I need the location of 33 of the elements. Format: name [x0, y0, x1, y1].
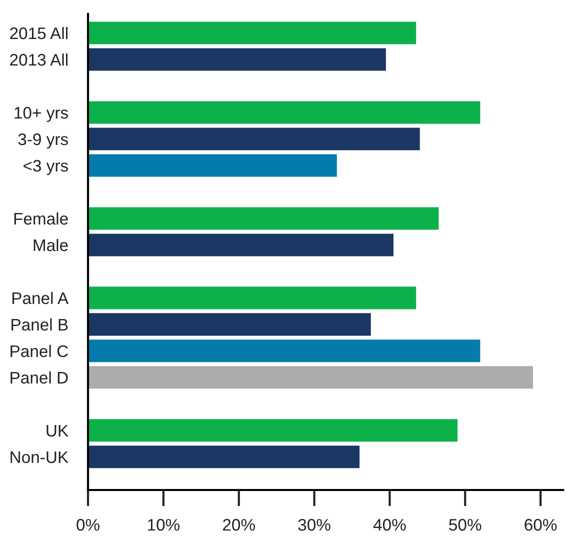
bar — [88, 128, 420, 150]
y-tick-label: 2015 All — [10, 26, 68, 40]
y-tick-label: Panel C — [10, 344, 68, 358]
bar — [88, 22, 416, 44]
y-tick-label: Non-UK — [10, 451, 68, 464]
bar — [88, 234, 394, 256]
y-tick-label: 3-9 yrs — [18, 133, 68, 148]
y-tick-label: Panel A — [12, 292, 69, 304]
bar — [88, 207, 439, 230]
x-tick-label: 30% — [298, 518, 330, 531]
bar — [88, 101, 480, 124]
y-tick-label: <3 yrs — [24, 160, 68, 175]
bar — [88, 446, 360, 468]
x-tick-label: 10% — [148, 518, 180, 531]
y-tick-label: UK — [46, 424, 68, 437]
y-tick-label: 2013 All — [10, 53, 68, 66]
y-tick-label: Male — [34, 238, 68, 252]
bar — [88, 313, 371, 336]
bar — [88, 154, 337, 177]
x-tick-label: 40% — [373, 518, 406, 531]
y-tick-label: 10+ yrs — [14, 106, 68, 122]
bar — [88, 48, 386, 71]
bar — [88, 366, 533, 389]
y-tick-label: Female — [14, 212, 68, 225]
x-tick-label: 20% — [223, 518, 255, 531]
bar — [88, 419, 458, 442]
bar — [88, 340, 480, 362]
y-tick-label: Panel D — [10, 371, 68, 384]
x-tick-label: 60% — [524, 518, 557, 531]
bar — [88, 286, 416, 310]
x-tick-label: 0% — [76, 518, 100, 531]
y-tick-label: Panel B — [12, 318, 68, 331]
x-tick-label: 50% — [449, 518, 482, 531]
